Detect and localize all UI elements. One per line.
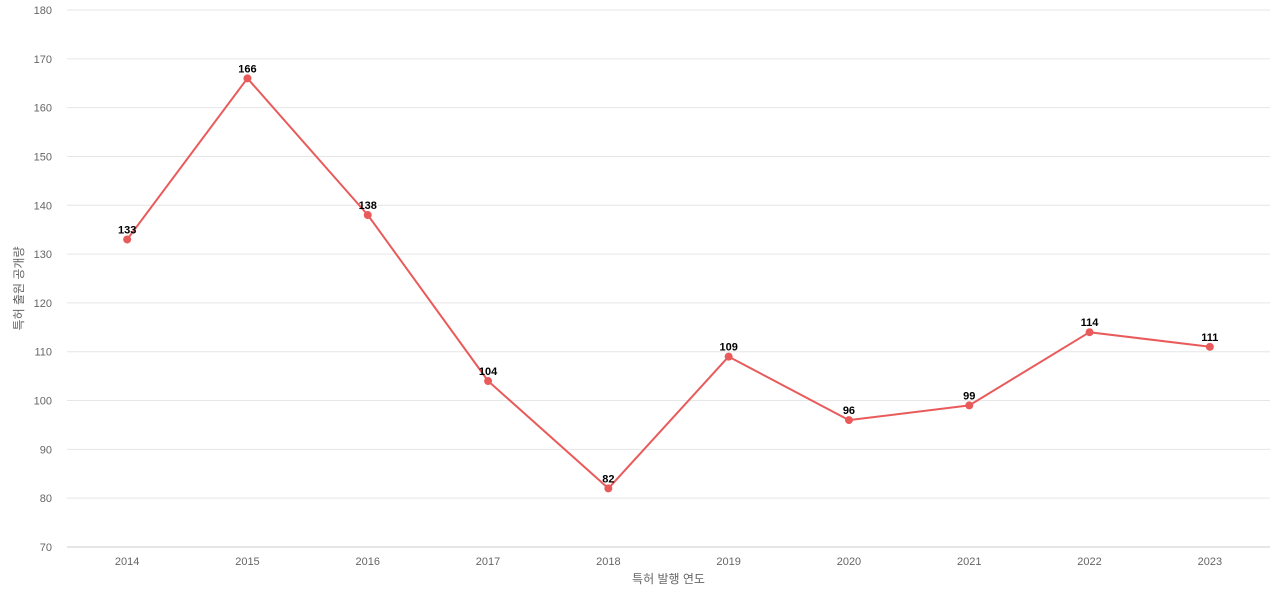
y-tick-label: 170 (34, 54, 52, 66)
y-tick-label: 100 (34, 396, 52, 408)
data-point[interactable] (484, 377, 493, 386)
y-tick-label: 110 (34, 347, 52, 359)
data-label: 111 (1201, 332, 1218, 344)
data-label: 99 (963, 390, 975, 402)
y-axis-title: 특허 출원 공개량 (12, 247, 26, 331)
data-point[interactable] (363, 211, 372, 220)
series-line (126, 77, 1210, 490)
y-tick-label: 90 (40, 444, 52, 456)
y-tick-label: 150 (34, 151, 52, 163)
x-axis-ticks: 2014 2015 2016 2017 2018 2019 2020 2021 2022 2023 (115, 556, 1222, 568)
data-label: 104 (479, 366, 498, 378)
data-point[interactable] (844, 416, 853, 425)
data-labels: 133 166 138 104 82 109 96 99 114 111 (118, 63, 1218, 485)
x-tick-label: 2016 (356, 556, 380, 568)
x-tick-label: 2018 (596, 556, 620, 568)
y-tick-label: 70 (40, 542, 52, 554)
x-tick-label: 2022 (1077, 556, 1101, 568)
x-tick-label: 2014 (115, 556, 139, 568)
y-tick-label: 160 (34, 103, 52, 115)
y-tick-label: 140 (34, 200, 52, 212)
data-point[interactable] (1205, 342, 1214, 351)
data-label: 82 (602, 473, 614, 485)
data-label: 166 (238, 63, 256, 75)
data-label: 109 (719, 342, 737, 354)
x-tick-label: 2023 (1198, 556, 1222, 568)
y-tick-label: 120 (34, 298, 52, 310)
data-label: 96 (843, 405, 855, 417)
data-label: 114 (1081, 317, 1100, 329)
y-axis-ticks: 70 80 90 100 110 120 130 140 150 160 170 180 (34, 5, 52, 554)
x-tick-label: 2020 (837, 556, 861, 568)
y-tick-label: 80 (40, 493, 52, 505)
data-point[interactable] (123, 235, 132, 244)
x-tick-label: 2015 (235, 556, 259, 568)
x-tick-label: 2019 (716, 556, 740, 568)
data-point[interactable] (243, 74, 252, 83)
x-axis-title: 특허 발행 연도 (632, 571, 705, 586)
series-layer (123, 74, 1214, 493)
x-tick-label: 2021 (957, 556, 981, 568)
data-point[interactable] (724, 352, 733, 361)
x-tick-label: 2017 (476, 556, 500, 568)
data-point[interactable] (604, 484, 613, 493)
grid-lines (67, 9, 1270, 499)
data-label: 138 (359, 200, 377, 212)
data-point[interactable] (1085, 328, 1094, 337)
y-tick-label: 180 (34, 5, 52, 17)
data-point[interactable] (965, 401, 974, 410)
data-label: 133 (118, 224, 136, 236)
y-tick-label: 130 (34, 249, 52, 261)
